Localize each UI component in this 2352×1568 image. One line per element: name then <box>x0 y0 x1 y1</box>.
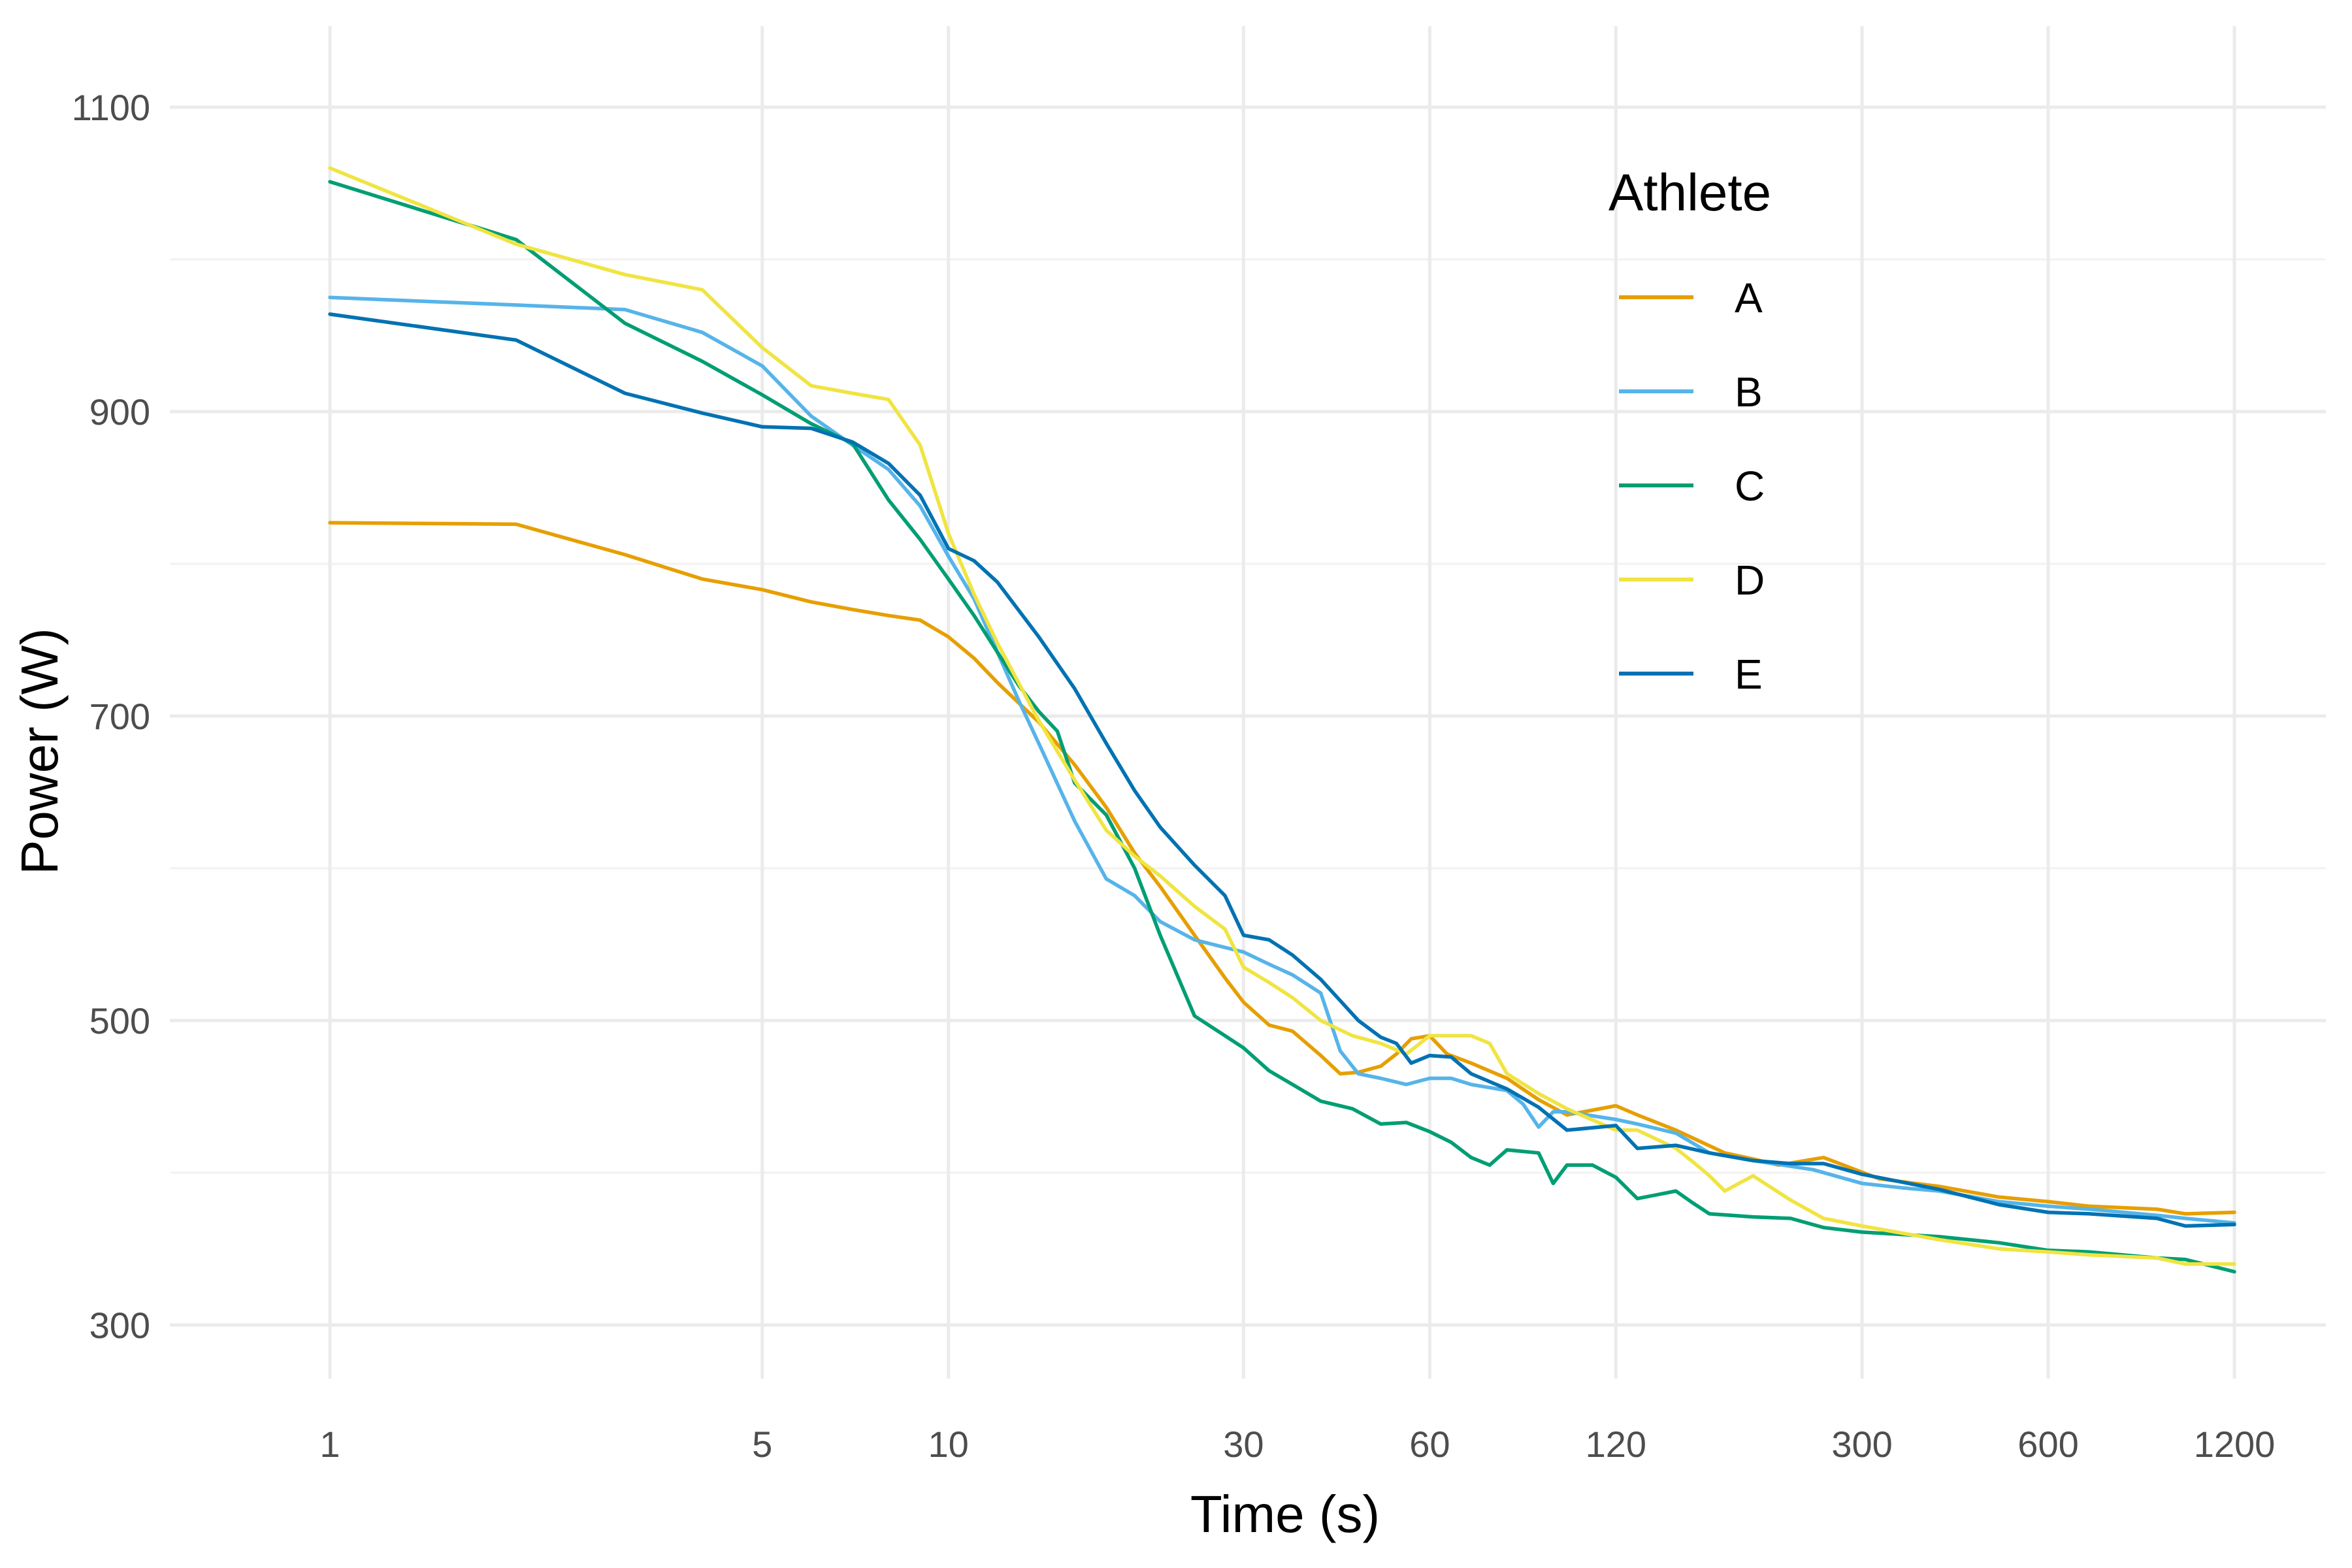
legend-item-C: C <box>1619 463 1765 510</box>
y-tick-label: 700 <box>90 696 150 737</box>
series-lines <box>328 166 2236 1274</box>
y-tick-label: 1100 <box>72 87 150 128</box>
y-tick-label: 300 <box>90 1305 150 1346</box>
legend-label-E: E <box>1735 651 1763 698</box>
grid <box>170 26 2326 1379</box>
legend-item-D: D <box>1619 557 1765 604</box>
series-line-A <box>328 521 2236 1216</box>
x-tick-label: 60 <box>1409 1424 1450 1465</box>
x-tick-label: 1200 <box>2194 1424 2276 1465</box>
legend-item-E: E <box>1619 651 1763 698</box>
y-axis-title: Power (W) <box>10 628 69 875</box>
x-tick-label: 30 <box>1223 1424 1264 1465</box>
legend-item-B: B <box>1619 368 1763 416</box>
legend-label-D: D <box>1735 557 1765 604</box>
y-tick-label: 500 <box>90 1000 150 1041</box>
x-tick-label: 10 <box>928 1424 969 1465</box>
legend-label-B: B <box>1735 368 1763 416</box>
legend-label-A: A <box>1735 274 1763 321</box>
x-tick-label: 5 <box>752 1424 772 1465</box>
y-axis-ticks: 300 500 700 900 1100 <box>72 87 150 1346</box>
series-line-E <box>328 312 2236 1228</box>
x-tick-label: 1 <box>319 1424 340 1465</box>
x-axis-ticks: 1 5 10 30 60 120 300 600 1200 <box>319 1424 2275 1465</box>
x-axis-title: Time (s) <box>1190 1485 1380 1543</box>
x-tick-label: 120 <box>1586 1424 1646 1465</box>
x-tick-label: 300 <box>1831 1424 1892 1465</box>
x-tick-label: 600 <box>2017 1424 2078 1465</box>
legend-title: Athlete <box>1609 163 1771 221</box>
series-line-D <box>328 166 2236 1266</box>
legend-item-A: A <box>1619 274 1763 321</box>
legend-label-C: C <box>1735 463 1765 510</box>
series-line-C <box>328 180 2236 1274</box>
y-tick-label: 900 <box>90 391 150 433</box>
series-line-B <box>328 295 2236 1225</box>
